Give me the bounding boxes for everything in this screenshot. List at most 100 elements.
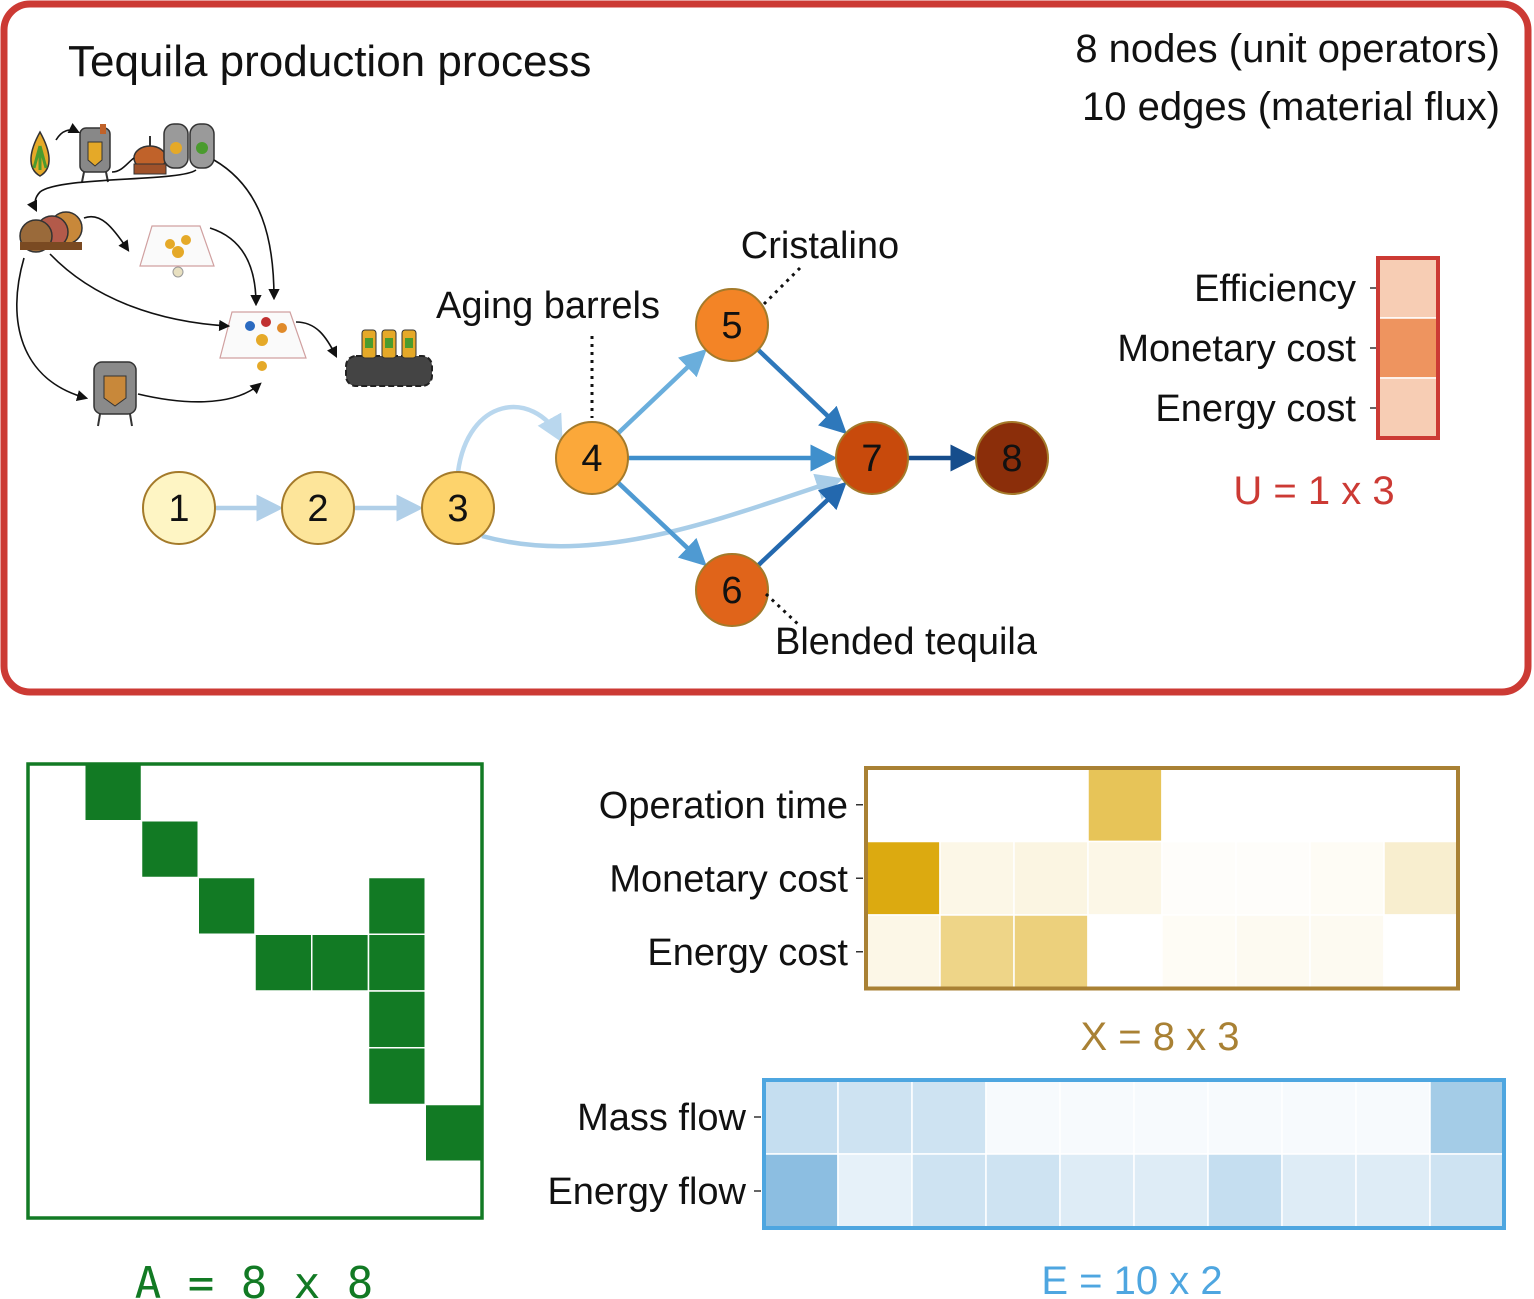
x-cell-1-2 (1013, 840, 1089, 916)
e-cell-0-3 (985, 1079, 1061, 1155)
graph-edges (215, 348, 978, 567)
e-cell-0-6 (1207, 1079, 1283, 1155)
filter-tank-icon (93, 361, 137, 427)
u-cell-2 (1377, 377, 1439, 439)
x-cell-0-3 (1087, 767, 1163, 843)
u-cell-0 (1377, 257, 1439, 319)
e-cell-1-7 (1281, 1153, 1357, 1229)
x-cell-2-2 (1013, 914, 1089, 990)
e-row-label-0: Mass flow (577, 1097, 746, 1139)
edge-3-4 (455, 404, 563, 473)
u-cell-1 (1377, 317, 1439, 379)
illustration-arrows (16, 122, 338, 403)
x-cell-1-5 (1235, 840, 1311, 916)
edges-count-label: 10 edges (material flux) (1082, 85, 1500, 129)
graph-nodes: 1 2 3 4 5 6 7 8 (142, 288, 1049, 627)
edge-4-6 (616, 481, 707, 567)
x-cell-1-6 (1309, 840, 1385, 916)
node-6-label: 6 (721, 570, 742, 612)
node-2: 2 (281, 471, 355, 545)
aging-barrels-label: Aging barrels (436, 285, 660, 327)
a-frame (26, 762, 484, 1220)
edge-6-7 (756, 481, 847, 567)
node-4-circle (555, 421, 629, 495)
a-cell-3-4 (254, 933, 313, 992)
x-matrix: Operation time Monetary cost Energy cost (599, 766, 1460, 991)
x-cell-0-4 (1161, 767, 1237, 843)
e-cell-1-4 (1059, 1153, 1135, 1229)
cristalino-label: Cristalino (741, 225, 899, 267)
a-cell-2-3 (197, 876, 256, 935)
x-row-label-2: Energy cost (647, 932, 848, 974)
still-icon (133, 136, 167, 175)
a-cell-4-6 (367, 990, 426, 1049)
blending-grid-2-icon (219, 311, 307, 371)
x-cell-0-2 (1013, 767, 1089, 843)
bottling-icon (345, 329, 433, 387)
x-cell-1-1 (939, 840, 1015, 916)
e-cell-0-2 (911, 1079, 987, 1155)
x-cell-0-7 (1383, 767, 1459, 843)
u-row-label-1: Monetary cost (1117, 328, 1356, 370)
u-row-label-0: Efficiency (1194, 268, 1356, 310)
node-8: 8 (975, 421, 1049, 495)
a-cell-3-6 (367, 933, 426, 992)
node-2-circle (281, 471, 355, 545)
panel-title: Tequila production process (68, 37, 591, 86)
a-cell-5-6 (367, 1047, 426, 1106)
fermentation-tanks-icon (163, 123, 215, 169)
u-row-label-2: Energy cost (1155, 388, 1356, 430)
e-row-label-1: Energy flow (547, 1171, 746, 1213)
x-cell-1-7 (1383, 840, 1459, 916)
process-panel-frame (0, 0, 1532, 696)
cristalino-leader (762, 266, 802, 306)
blended-tequila-label: Blended tequila (775, 621, 1038, 663)
node-7: 7 (835, 421, 909, 495)
node-5-label: 5 (721, 305, 742, 347)
e-cell-0-1 (837, 1079, 913, 1155)
e-cell-1-9 (1429, 1153, 1505, 1229)
x-caption: X = 8 x 3 (1081, 1015, 1240, 1059)
e-cell-0-7 (1281, 1079, 1357, 1155)
e-cell-1-8 (1355, 1153, 1431, 1229)
x-row-label-0: Operation time (599, 785, 848, 827)
x-cell-2-0 (865, 914, 941, 990)
x-cell-2-5 (1235, 914, 1311, 990)
x-cell-2-6 (1309, 914, 1385, 990)
node-7-label: 7 (861, 438, 882, 480)
node-3-label: 3 (447, 488, 468, 530)
node-5-circle (695, 288, 769, 362)
a-cell-0-1 (84, 763, 143, 822)
x-cell-2-4 (1161, 914, 1237, 990)
node-1-label: 1 (168, 488, 189, 530)
x-frame (864, 766, 1460, 991)
e-cell-1-2 (911, 1153, 987, 1229)
node-2-label: 2 (307, 488, 328, 530)
x-cell-0-5 (1235, 767, 1311, 843)
e-cell-1-5 (1133, 1153, 1209, 1229)
edge-3-7 (481, 473, 844, 549)
nodes-count-label: 8 nodes (unit operators) (1075, 27, 1500, 71)
x-cell-2-7 (1383, 914, 1459, 990)
u-matrix: Efficiency Monetary cost Energy cost (1117, 256, 1440, 440)
e-cell-1-0 (763, 1153, 839, 1229)
x-cell-0-6 (1309, 767, 1385, 843)
node-1-circle (142, 471, 216, 545)
x-cell-2-3 (1087, 914, 1163, 990)
e-cell-0-0 (763, 1079, 839, 1155)
node-3-circle (421, 471, 495, 545)
node-3: 3 (421, 471, 495, 545)
node-4-label: 4 (581, 438, 602, 480)
agave-icon (30, 130, 50, 177)
a-matrix (26, 762, 484, 1220)
node-5: 5 (695, 288, 769, 362)
u-caption: U = 1 x 3 (1233, 469, 1394, 513)
node-6: 6 (695, 553, 769, 627)
x-row-label-1: Monetary cost (609, 858, 848, 900)
node-7-circle (835, 421, 909, 495)
e-matrix: Mass flow Energy flow (547, 1078, 1506, 1230)
oven-icon (79, 124, 111, 183)
a-cell-1-2 (140, 820, 199, 879)
x-cell-1-4 (1161, 840, 1237, 916)
